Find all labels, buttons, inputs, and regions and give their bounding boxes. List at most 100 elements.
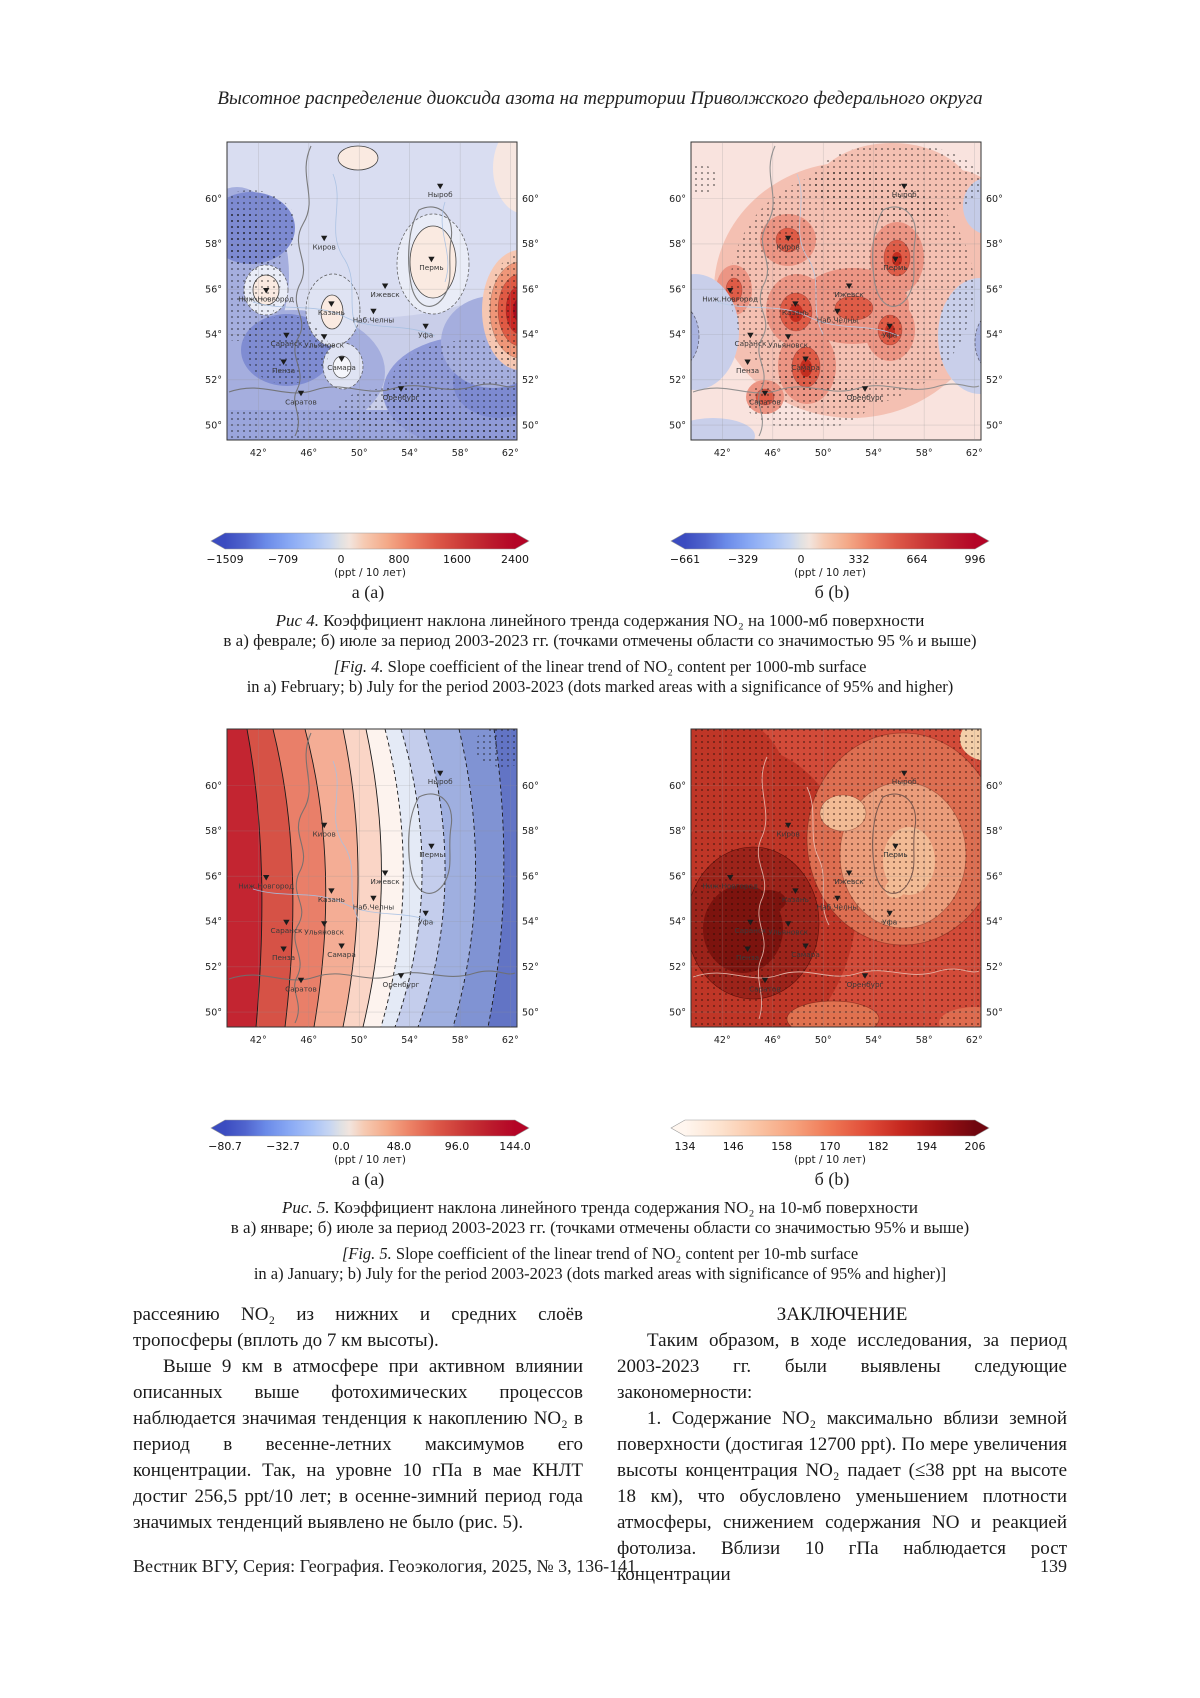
axis-tick-label: 56° [205, 284, 222, 295]
figure-4-maps: 60° 60° 58° 58° 56° 56° 54° 54° 52° 52° 50° 50° 42° 4… [0, 140, 1200, 464]
city-label: Казань [782, 308, 809, 317]
significance-stipple [473, 729, 517, 767]
city-marker-icon [297, 977, 305, 984]
city-label: Оренбург [383, 980, 420, 989]
body-text: рассеянию NO₂ из нижних и средних слоёв … [133, 1302, 1067, 1588]
axis-tick-label: 50° [815, 1035, 832, 1046]
map-contours [227, 142, 517, 440]
city-marker-icon [834, 895, 841, 902]
axis-tick-label: 46° [764, 1035, 781, 1046]
admin-boundaries [692, 145, 980, 437]
city-label: Киров [312, 829, 335, 838]
running-title: Высотное распределение диоксида азота на… [217, 88, 983, 109]
city-label: Наб.Челны [817, 315, 859, 324]
axis-tick-label: 52° [986, 375, 1003, 386]
city-label: Наб.Челны [353, 902, 395, 911]
paragraph: рассеянию NO₂ из нижних и средних слоёв … [133, 1304, 583, 1351]
colorbar-tick-label: 800 [389, 553, 410, 566]
caption-text: в а) феврале; б) июле за период 2003-202… [223, 631, 977, 650]
city-marker-icon [747, 919, 754, 926]
city-marker-icon [785, 334, 792, 340]
map-chrome: 60° 60° 58° 58° 56° 56° 54° 54° 52° 52° 50° 50° 42° 4… [669, 142, 1003, 459]
colorbar-ticks: −1509 −709 0 800 1600 2400 [206, 553, 529, 566]
axis-tick-label: 50° [986, 1007, 1003, 1018]
city-label: Уфа [882, 917, 897, 926]
colorbar-tick-label: −80.7 [208, 1140, 242, 1153]
city-label: Наб.Челны [817, 902, 859, 911]
city-label: Ныроб [428, 777, 453, 786]
city-label: Пенза [736, 366, 759, 375]
axis-tick-label: 50° [815, 448, 832, 459]
city-label: Самара [327, 950, 356, 959]
axis-tick-label: 50° [986, 420, 1003, 431]
city-marker-icon [321, 921, 328, 927]
map-frame [690, 728, 982, 1028]
city-label: Ниж.Новгород [238, 294, 294, 303]
colorbar-tick-label: 0 [338, 553, 345, 566]
city-marker-icon [328, 301, 335, 307]
city-label: Ныроб [428, 190, 453, 199]
city-marker-icon [861, 386, 869, 392]
axis-tick-label: 54° [865, 1035, 882, 1046]
colorbar-fig4a: −1509 −709 0 800 1600 2400 (ppt / 10 лет) [206, 532, 530, 579]
city-marker-icon [283, 332, 290, 339]
colorbar-ticks: −661 −329 0 332 664 996 [670, 553, 986, 566]
axis-tick-label: 58° [452, 448, 469, 459]
axis-tick-label: 58° [986, 239, 1003, 250]
colorbar-tick-label: 206 [965, 1140, 986, 1153]
city-marker-icon [321, 334, 328, 340]
axis-tick-label: 60° [986, 781, 1003, 792]
contour-lines-dashed [380, 729, 505, 1027]
axis-tick-label: 58° [522, 826, 539, 837]
colorbar-fig5b: 134 146 158 170 182 194 206 (ppt / 10 лет) [670, 1119, 990, 1166]
figure-5-maps: 60° 60° 58° 58° 56° 56° 54° 54° 52° 52° 50° 50° 42° 4… [0, 727, 1200, 1051]
city-marker-icon [802, 943, 809, 949]
axis-tick-label: 50° [205, 1007, 222, 1018]
page-number: 139 [1040, 1556, 1067, 1576]
axis-tick-label: 60° [522, 194, 539, 205]
map-chrome: 60° 60° 58° 58° 56° 56° 54° 54° 52° 52° 50° 50° 42° 4… [205, 142, 539, 459]
axis-tick-label: 62° [966, 1035, 983, 1046]
paragraph: 1. Содержание NO₂ максимально вблизи зем… [617, 1408, 1067, 1585]
city-marker-icon [834, 308, 841, 315]
map-contours [691, 142, 981, 440]
city-label: Уфа [418, 330, 433, 339]
city-label: Саратов [749, 984, 781, 993]
colorbar-tick-label: 194 [916, 1140, 937, 1153]
figure-5-colorbars: −80.7 −32.7 0.0 48.0 96.0 144.0 (ppt / 10 лет… [0, 1117, 1200, 1167]
axis-tick-label: 58° [669, 239, 686, 250]
axis-tick-label: 58° [916, 1035, 933, 1046]
city-label: Ульяновск [304, 341, 344, 350]
city-marker-icon [321, 822, 328, 829]
city-label: Казань [318, 895, 345, 904]
colorbar-unit: (ppt / 10 лет) [334, 567, 406, 579]
journal-reference: Вестник ВГУ, Серия: География. Геоэколог… [133, 1556, 637, 1576]
colorbar-tick-label: 0 [798, 553, 805, 566]
city-label: Ныроб [892, 777, 917, 786]
city-label: Пенза [272, 953, 295, 962]
city-label: Ижевск [370, 877, 400, 886]
axis-tick-label: 62° [966, 448, 983, 459]
axis-tick-label: 62° [502, 448, 519, 459]
axis-tick-label: 50° [669, 420, 686, 431]
city-label: Казань [782, 895, 809, 904]
city-label: Оренбург [383, 393, 420, 402]
city-label: Ниж.Новгород [702, 294, 758, 303]
map-chrome: 60° 60° 58° 58° 56° 56° 54° 54° 52° 52° 50° 50° 42° 4… [205, 729, 539, 1046]
city-label: Саратов [285, 984, 317, 993]
city-label: Киров [312, 242, 335, 251]
axis-tick-label: 58° [986, 826, 1003, 837]
axis-tick-label: 54° [401, 1035, 418, 1046]
figure-4-panel-labels: а (a) б (b) [0, 582, 1200, 603]
city-marker-icon [422, 910, 429, 917]
caption-number: Рис 4. [275, 611, 320, 630]
caption-number: [Fig. 4. [333, 657, 384, 676]
significance-stipple [227, 190, 517, 440]
map-frame [226, 141, 518, 441]
city-label: Ниж.Новгород [238, 881, 294, 890]
colorbar-gradient [670, 1119, 990, 1137]
admin-boundaries [228, 732, 516, 1024]
axis-tick-label: 58° [669, 826, 686, 837]
colorbar-tick-label: 134 [675, 1140, 696, 1153]
colorbar-tick-label: 96.0 [445, 1140, 470, 1153]
